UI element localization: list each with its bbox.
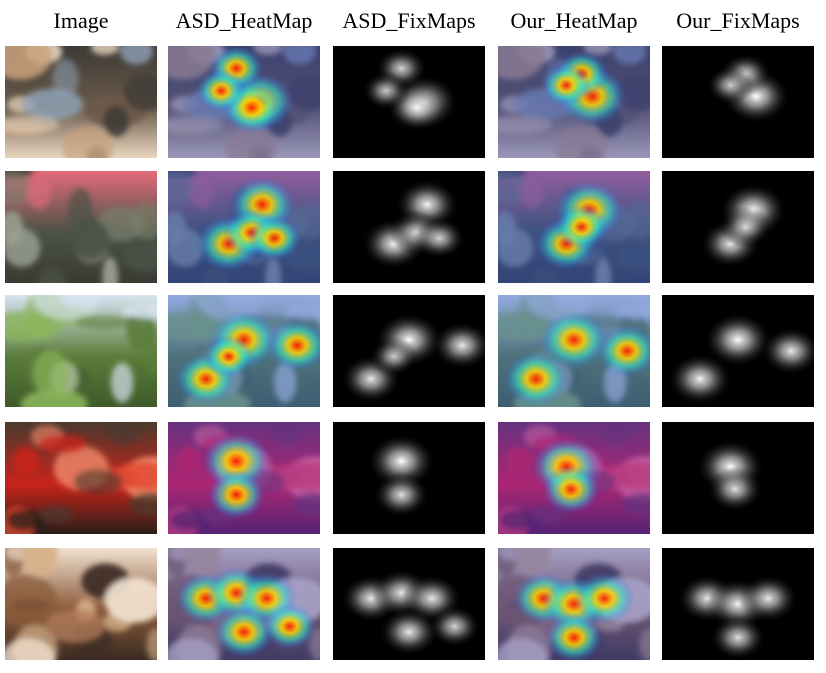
our-heat-image <box>498 46 650 158</box>
cell-our-fix-row-4 <box>662 422 814 534</box>
cell-asd-heat-row-4 <box>168 422 320 534</box>
asd-heat-image <box>168 295 320 407</box>
cell-our-fix-row-5 <box>662 548 814 660</box>
our-fix-image <box>662 422 814 534</box>
cell-asd-fix-row-4 <box>333 422 485 534</box>
cell-our-heat-row-1 <box>498 46 650 158</box>
cell-our-heat-row-5 <box>498 548 650 660</box>
our-fix-image <box>662 171 814 283</box>
our-heat-image <box>498 548 650 660</box>
asd-fix-image <box>333 422 485 534</box>
cell-our-fix-row-3 <box>662 295 814 407</box>
our-fix-image <box>662 548 814 660</box>
image-image <box>5 171 157 283</box>
our-heat-image <box>498 171 650 283</box>
cell-asd-fix-row-1 <box>333 46 485 158</box>
cell-our-fix-row-2 <box>662 171 814 283</box>
cell-image-row-4 <box>5 422 157 534</box>
asd-fix-image <box>333 171 485 283</box>
cell-asd-heat-row-3 <box>168 295 320 407</box>
asd-heat-image <box>168 46 320 158</box>
asd-fix-image <box>333 295 485 407</box>
cell-image-row-2 <box>5 171 157 283</box>
column-header-asd-heat: ASD_HeatMap <box>175 8 313 33</box>
cell-asd-fix-row-5 <box>333 548 485 660</box>
our-heat-image <box>498 422 650 534</box>
cell-our-fix-row-1 <box>662 46 814 158</box>
cell-image-row-5 <box>5 548 157 660</box>
asd-heat-image <box>168 171 320 283</box>
asd-fix-image <box>333 46 485 158</box>
cell-image-row-1 <box>5 46 157 158</box>
image-image <box>5 46 157 158</box>
cell-asd-fix-row-2 <box>333 171 485 283</box>
cell-asd-heat-row-5 <box>168 548 320 660</box>
cell-image-row-3 <box>5 295 157 407</box>
cell-asd-fix-row-3 <box>333 295 485 407</box>
our-fix-image <box>662 295 814 407</box>
cell-our-heat-row-4 <box>498 422 650 534</box>
cell-asd-heat-row-2 <box>168 171 320 283</box>
image-image <box>5 295 157 407</box>
asd-heat-image <box>168 422 320 534</box>
our-fix-image <box>662 46 814 158</box>
image-image <box>5 422 157 534</box>
cell-our-heat-row-3 <box>498 295 650 407</box>
image-image <box>5 548 157 660</box>
column-header-image: Image <box>53 8 109 33</box>
column-header-our-heat: Our_HeatMap <box>510 8 638 33</box>
cell-our-heat-row-2 <box>498 171 650 283</box>
column-header-asd-fix: ASD_FixMaps <box>342 8 476 33</box>
our-heat-image <box>498 295 650 407</box>
asd-fix-image <box>333 548 485 660</box>
cell-asd-heat-row-1 <box>168 46 320 158</box>
column-header-our-fix: Our_FixMaps <box>676 8 800 33</box>
asd-heat-image <box>168 548 320 660</box>
